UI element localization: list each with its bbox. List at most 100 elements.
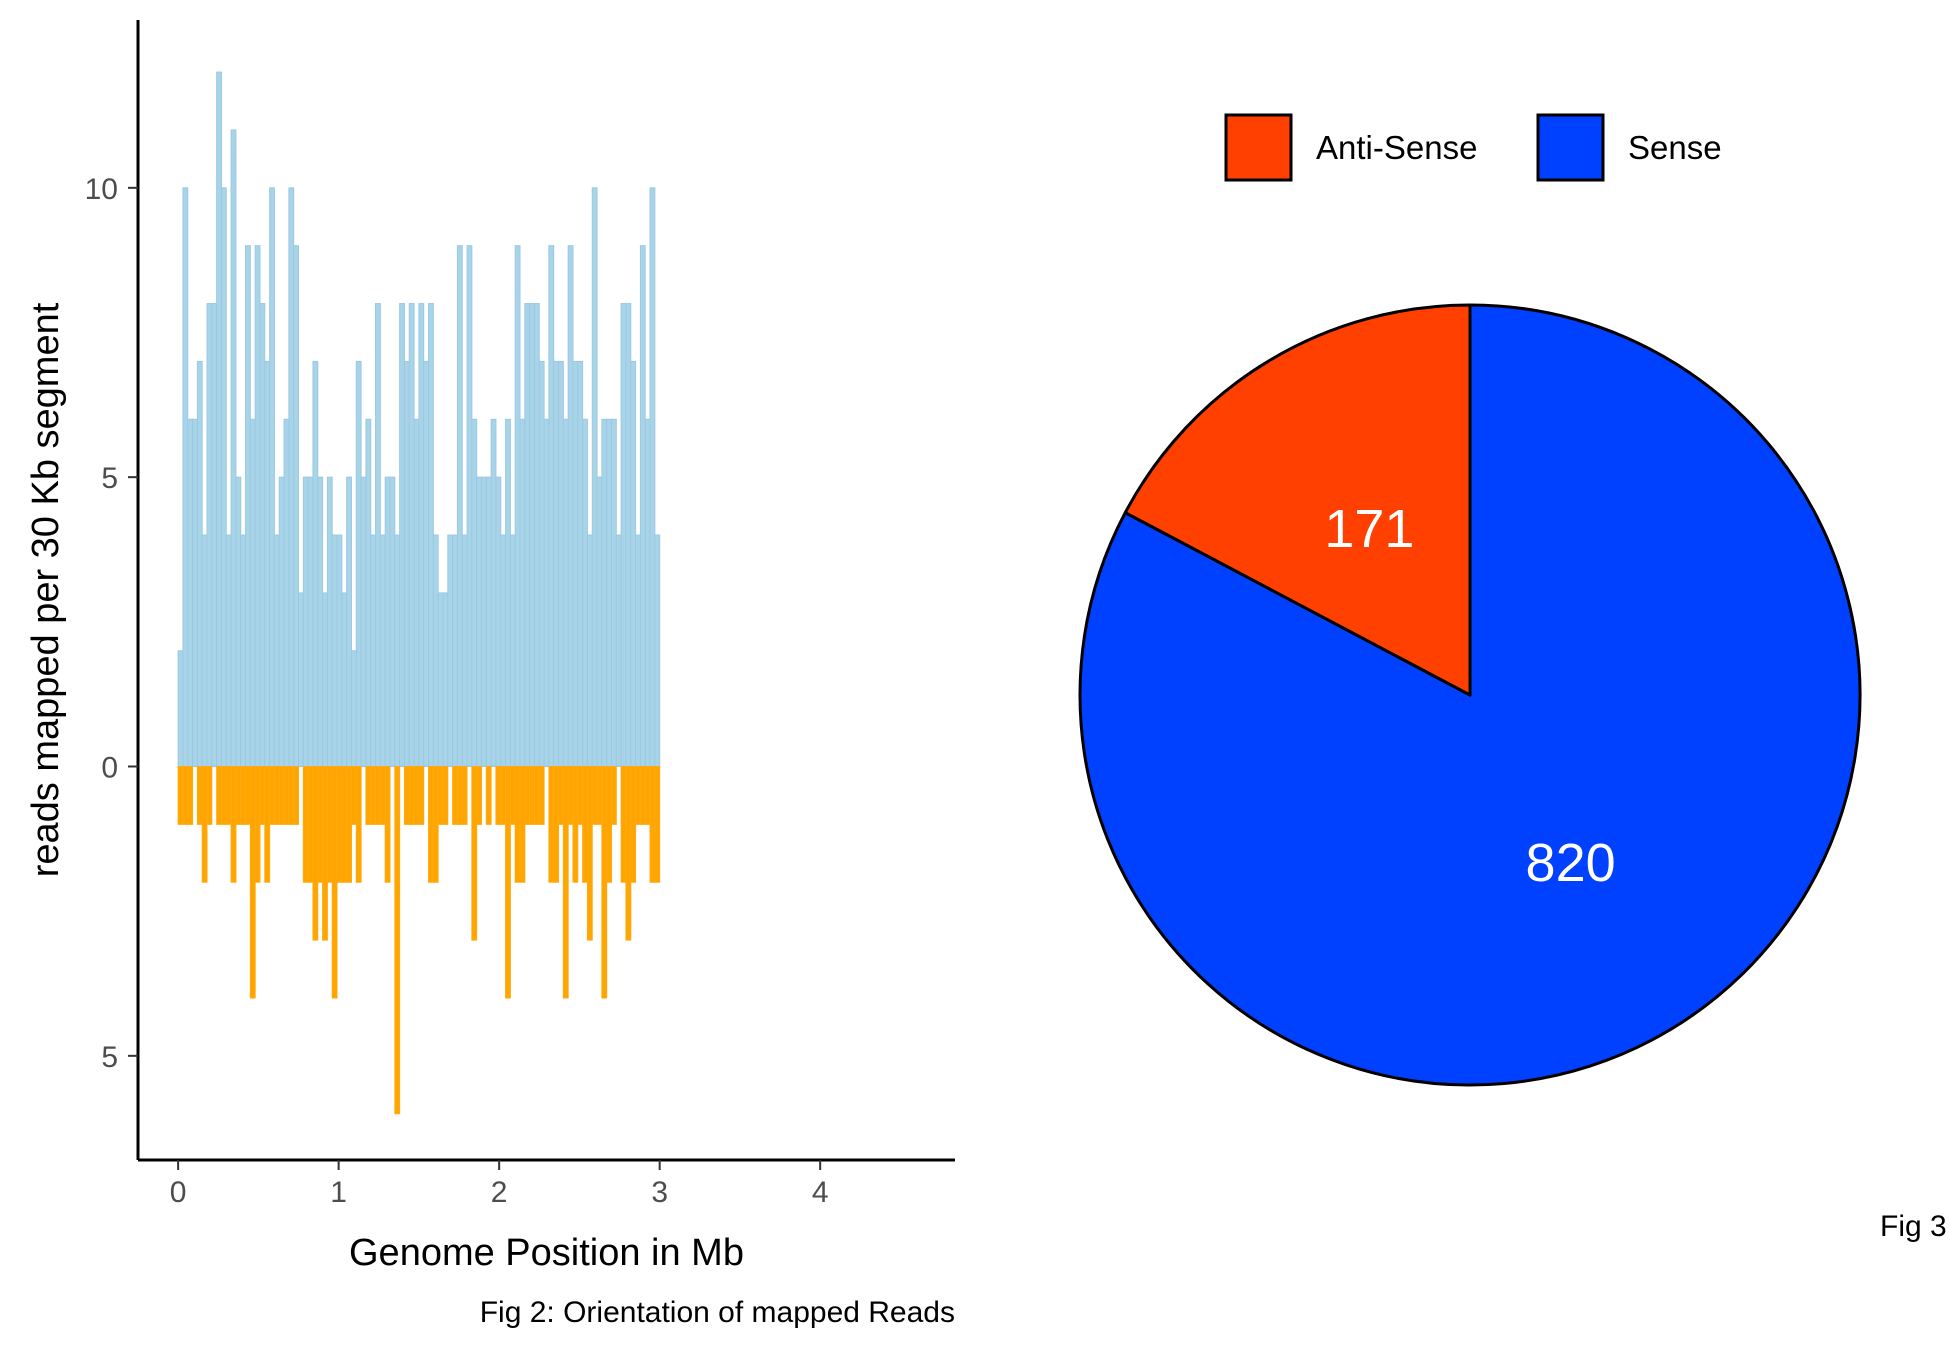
y-tick-label: 5	[101, 1041, 118, 1074]
sense-bar	[428, 303, 434, 767]
antisense-bar	[278, 765, 285, 825]
sense-bar	[192, 418, 198, 767]
sense-bar	[399, 303, 405, 767]
sense-bar	[562, 418, 569, 767]
sense-bar	[370, 534, 377, 767]
sense-bar	[360, 476, 367, 767]
sense-bar	[177, 650, 184, 767]
sense-bar	[278, 476, 285, 767]
antisense-bars	[177, 765, 661, 1115]
sense-bar	[514, 245, 521, 767]
sense-bar	[538, 360, 545, 767]
sense-bar	[505, 418, 511, 767]
antisense-bar	[220, 765, 227, 825]
sense-bar	[524, 303, 531, 767]
antisense-bar	[635, 765, 641, 825]
x-tick-label: 2	[491, 1176, 508, 1209]
x-axis-ticks: 0 1 2 3 4	[170, 1160, 829, 1209]
antisense-bar	[577, 765, 584, 825]
sense-bar	[182, 187, 189, 767]
sense-bar	[326, 476, 333, 767]
figure-caption-left: Fig 2: Orientation of mapped Reads	[480, 1296, 955, 1329]
sense-bar	[509, 534, 516, 767]
antisense-bar	[456, 765, 463, 825]
x-tick-label: 1	[330, 1176, 347, 1209]
sense-bar	[452, 534, 458, 767]
antisense-bar	[259, 765, 266, 825]
sense-bar	[220, 187, 227, 767]
sense-bar	[259, 303, 266, 767]
sense-bar	[317, 476, 324, 767]
sense-bar	[394, 534, 401, 767]
bar-chart-panel: 10 5 0 5 0 1 2 3 4 reads mapped per 30 Kb segme…	[25, 20, 955, 1329]
pie-slice-labels: 820 171	[1324, 499, 1615, 893]
sense-bar	[235, 476, 242, 767]
sense-bar	[519, 418, 526, 767]
antisense-bar	[403, 765, 410, 825]
legend-label: Anti-Sense	[1316, 129, 1477, 166]
pie-slice-value-label: 820	[1526, 833, 1616, 893]
antisense-bar	[370, 765, 377, 825]
antisense-bar	[384, 765, 391, 883]
antisense-bar	[428, 765, 434, 883]
antisense-bar	[317, 765, 324, 883]
antisense-bar	[649, 765, 656, 883]
sense-bar	[586, 534, 593, 767]
antisense-bar	[558, 765, 564, 825]
sense-bar	[379, 534, 386, 767]
antisense-bar	[476, 765, 482, 825]
pie-slice-value-label: 171	[1324, 499, 1414, 559]
antisense-bar	[264, 765, 271, 883]
antisense-bar	[630, 765, 637, 883]
sense-bar	[384, 476, 391, 767]
sense-bar	[336, 534, 343, 767]
sense-bar	[461, 534, 468, 767]
antisense-bar	[418, 765, 425, 825]
antisense-bar	[365, 765, 372, 825]
antisense-bar	[408, 765, 415, 825]
sense-bar	[298, 592, 304, 767]
antisense-bar	[442, 765, 449, 825]
antisense-bar	[307, 765, 314, 883]
sense-bar	[331, 534, 338, 767]
antisense-bar	[288, 765, 295, 825]
y-tick-label: 0	[101, 751, 118, 784]
antisense-bar	[379, 765, 386, 825]
antisense-bar	[529, 765, 535, 825]
sense-bar	[201, 534, 208, 767]
sense-bars	[177, 71, 661, 767]
y-axis-label: reads mapped per 30 Kb segment	[25, 302, 67, 877]
y-axis-ticks: 10 5 0 5	[85, 173, 138, 1074]
sense-bar	[456, 245, 463, 767]
sense-bar	[375, 303, 381, 767]
sense-bar	[630, 360, 637, 767]
sense-bar	[196, 360, 203, 767]
sense-bar	[500, 534, 507, 767]
pie-slices	[1078, 303, 1862, 1087]
antisense-bar	[514, 765, 521, 883]
antisense-bar	[230, 765, 237, 883]
antisense-bar	[562, 765, 569, 999]
sense-bar	[480, 476, 487, 767]
x-axis-label: Genome Position in Mb	[349, 1232, 744, 1274]
antisense-bar	[509, 765, 516, 825]
sense-bar	[577, 360, 584, 767]
sense-bar	[485, 476, 492, 767]
sense-bar	[611, 418, 617, 767]
antisense-bar	[283, 765, 290, 825]
pie-chart-panel: Anti-Sense Sense 820 171 Fig 3	[1078, 113, 1947, 1243]
sense-bar	[408, 303, 415, 767]
sense-bar	[312, 360, 319, 767]
sense-bar	[249, 418, 256, 767]
sense-bar	[283, 418, 290, 767]
legend-swatch	[1536, 113, 1605, 182]
antisense-bar	[206, 765, 213, 825]
sense-bar	[322, 592, 328, 767]
sense-bar	[302, 476, 309, 767]
x-tick-label: 0	[170, 1176, 187, 1209]
pie-legend: Anti-Sense Sense	[1224, 113, 1722, 182]
sense-bar	[273, 534, 280, 767]
sense-bar	[601, 418, 608, 767]
antisense-bar	[201, 765, 208, 883]
